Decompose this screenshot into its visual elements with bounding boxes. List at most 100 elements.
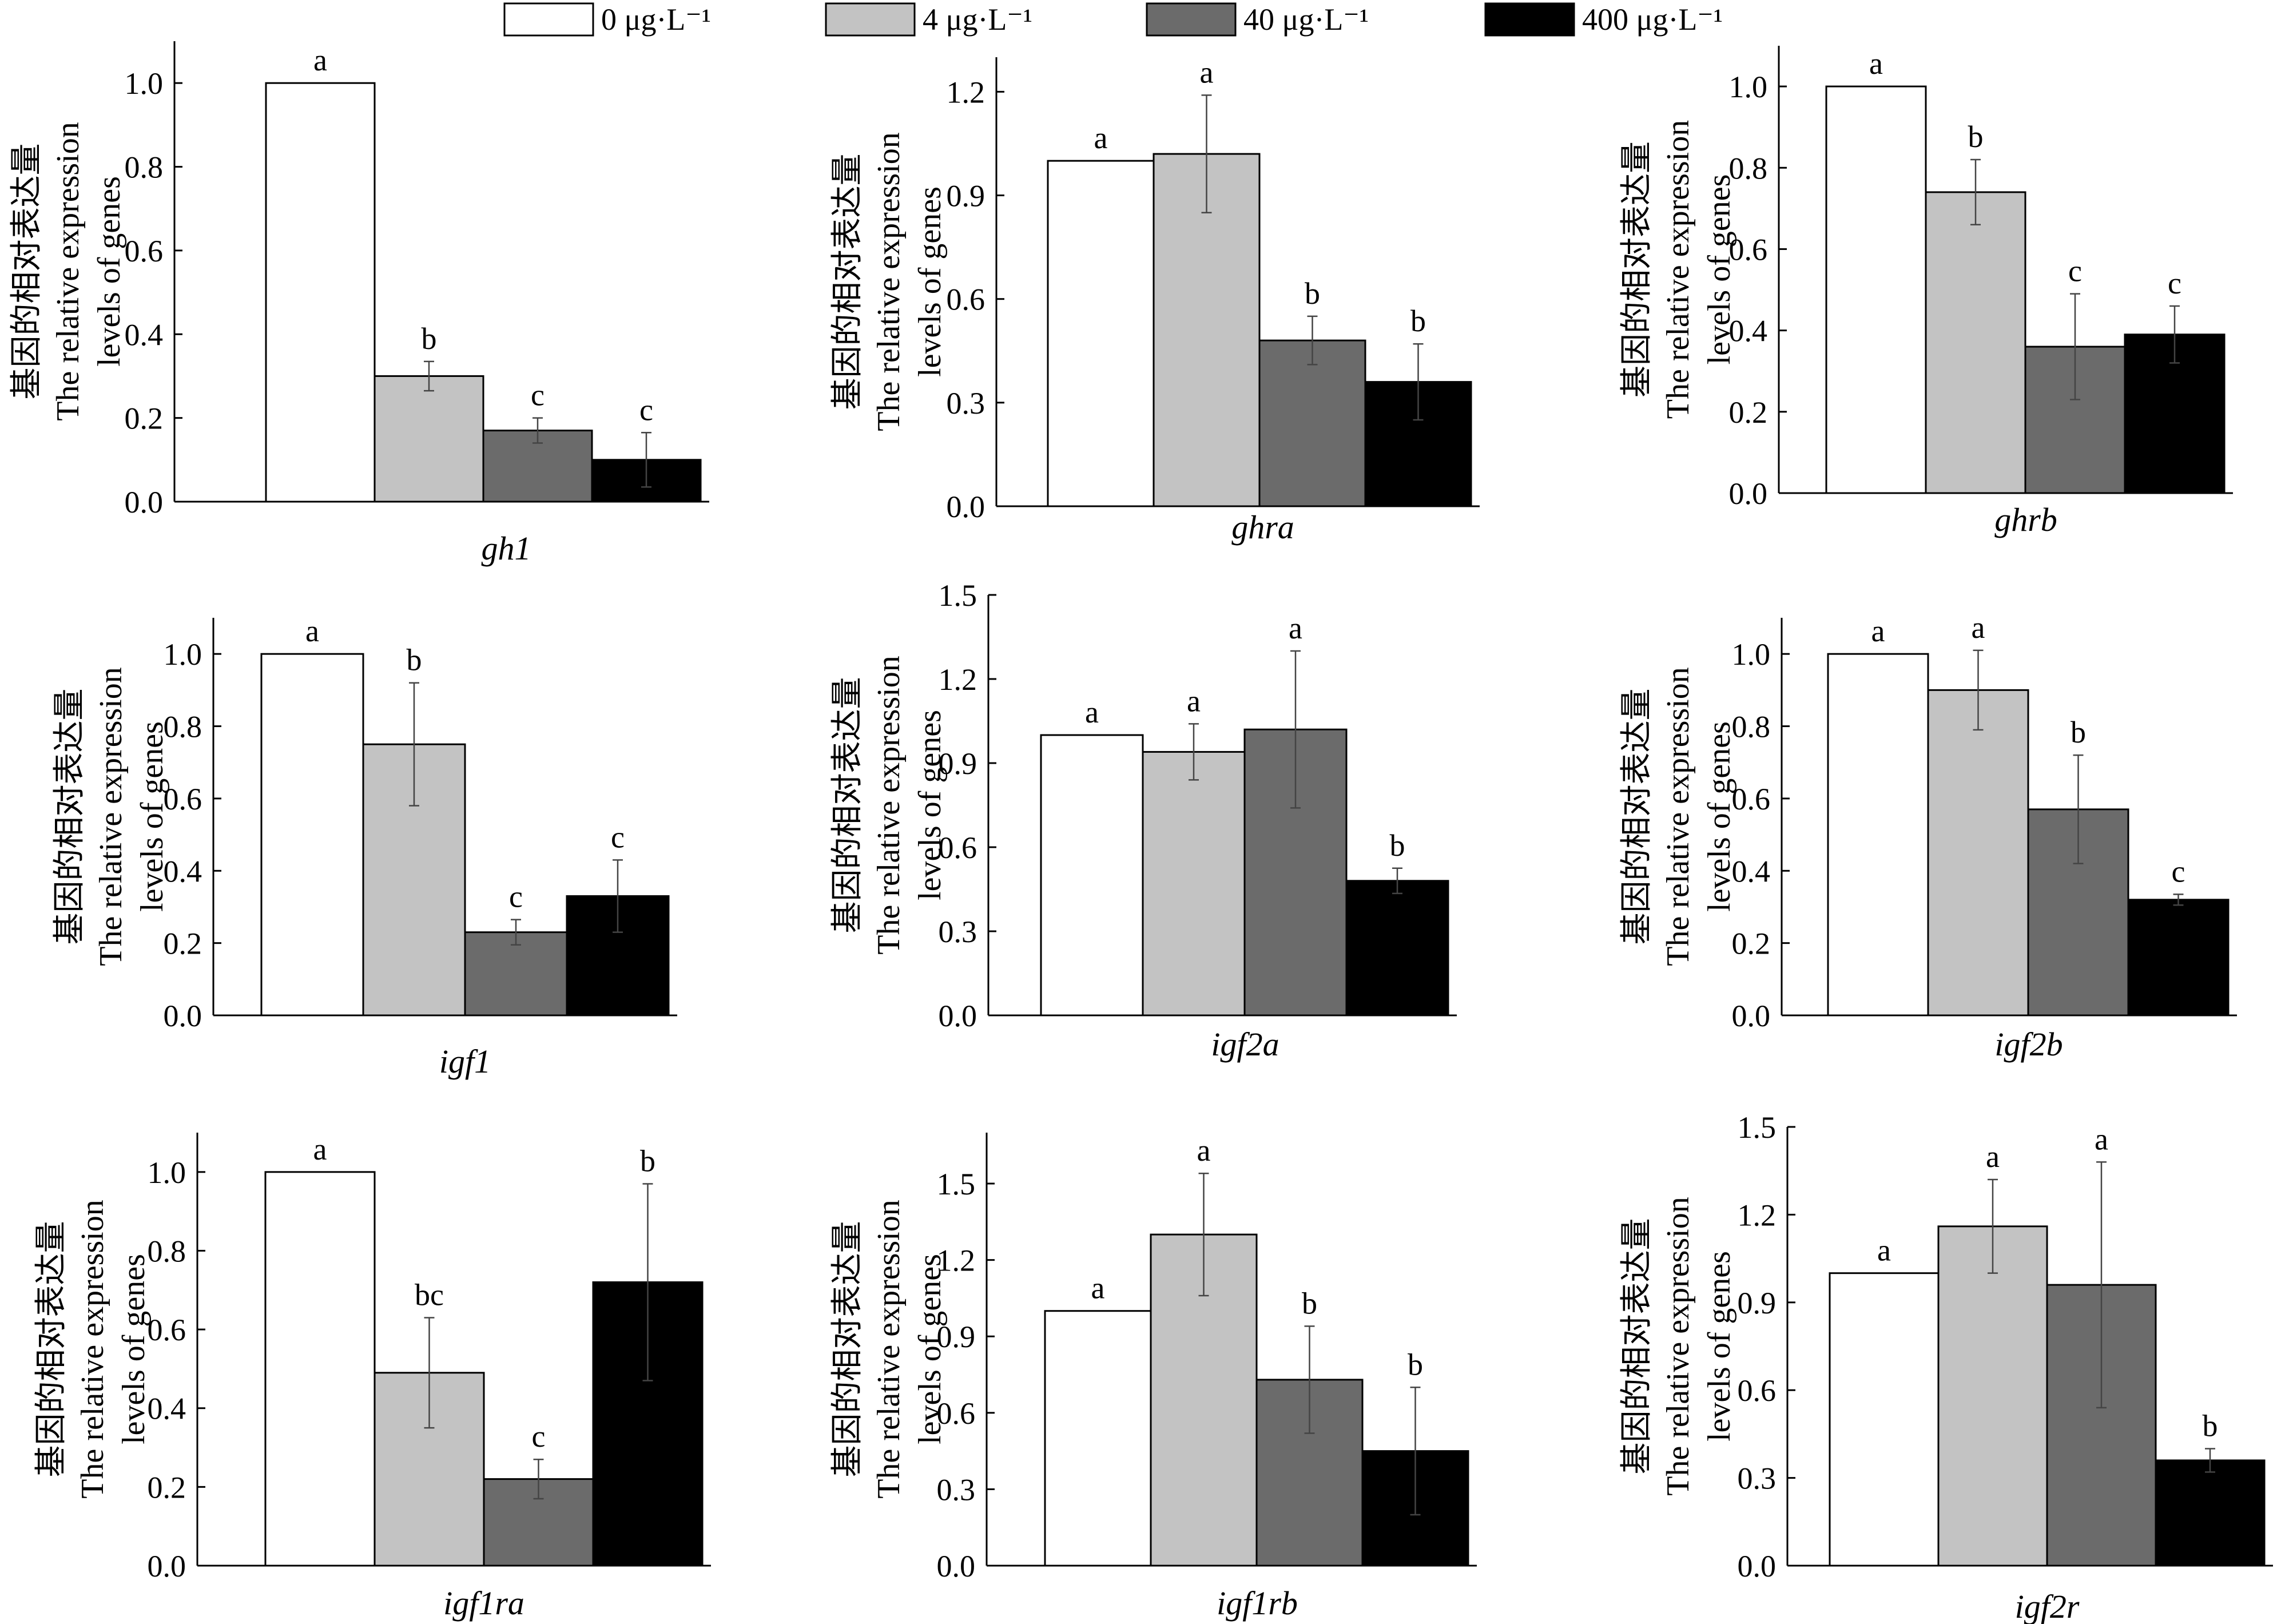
y-tick-label: 0.4 xyxy=(148,1392,186,1426)
y-tick-label: 0.0 xyxy=(1732,999,1771,1033)
y-axis-label-line: 基因的相对表达量 xyxy=(52,689,88,945)
significance-letter: a xyxy=(1187,684,1201,718)
significance-letter: a xyxy=(313,43,327,77)
significance-letter: a xyxy=(1869,46,1883,81)
bar xyxy=(2127,899,2230,1017)
y-tick-label: 1.2 xyxy=(1738,1198,1777,1232)
y-axis-label: 基因的相对表达量 The relative expression levels of… xyxy=(9,122,127,420)
y-tick-label: 0.3 xyxy=(939,915,977,949)
gene-label: ghrb xyxy=(1994,501,2057,538)
y-axis-label-line: The relative expression xyxy=(1660,1197,1696,1495)
y-axis-label-line: levels of genes xyxy=(92,176,127,367)
bar xyxy=(1927,689,2029,1017)
legend-item: 4 μg·L⁻¹ xyxy=(825,2,1032,37)
significance-letter: c xyxy=(639,392,653,427)
chart-panel-igf1rb: 0.0 0.3 0.6 0.9 1.2 1.5 a a b b igf1rb 基因的相对表达量 The … xyxy=(830,1133,1477,1622)
y-tick-label: 0.9 xyxy=(1738,1286,1777,1320)
y-tick-label: 0.6 xyxy=(939,831,977,865)
significance-letter: a xyxy=(1200,55,1214,89)
gene-label: igf1ra xyxy=(443,1585,524,1622)
bar xyxy=(2155,1459,2266,1567)
y-tick-label: 0.0 xyxy=(125,485,164,519)
y-axis-label-line: 基因的相对表达量 xyxy=(1619,141,1655,398)
chart-panel-gh1: 0.0 0.2 0.4 0.6 0.8 1.0 a b c c gh1 基因的相对表达量 The rel… xyxy=(9,41,709,567)
legend-label: 40 μg·L⁻¹ xyxy=(1243,2,1369,37)
y-axis-label-line: 基因的相对表达量 xyxy=(830,677,865,934)
y-tick-label: 0.0 xyxy=(1738,1549,1777,1583)
significance-letter: c xyxy=(509,880,523,914)
y-axis-label-line: levels of genes xyxy=(912,1254,948,1444)
bar xyxy=(1040,734,1144,1017)
significance-letter: b xyxy=(1305,276,1320,311)
y-tick-label: 0.8 xyxy=(148,1234,186,1268)
significance-letter: a xyxy=(2095,1122,2108,1156)
bar xyxy=(1937,1225,2048,1567)
significance-letter: b xyxy=(1302,1286,1317,1320)
significance-letter: c xyxy=(532,1419,546,1454)
significance-letter: a xyxy=(305,614,319,648)
y-tick-label: 1.0 xyxy=(125,66,164,101)
y-tick-label: 0.6 xyxy=(164,782,202,816)
significance-letter: b xyxy=(407,643,422,677)
significance-letter: c xyxy=(611,820,625,854)
gene-label: igf2b xyxy=(1994,1026,2063,1063)
legend-label: 400 μg·L⁻¹ xyxy=(1582,2,1723,37)
y-tick-label: 0.8 xyxy=(1732,710,1771,744)
chart-panel-igf2a: 0.0 0.3 0.6 0.9 1.2 1.5 a a a b igf2a 基因的相对表达量 The r… xyxy=(830,578,1457,1063)
y-tick-label: 0.0 xyxy=(164,999,202,1033)
y-tick-label: 0.6 xyxy=(1732,782,1771,816)
legend-item: 40 μg·L⁻¹ xyxy=(1146,2,1369,37)
significance-letter: a xyxy=(1986,1139,2000,1174)
y-tick-label: 0.2 xyxy=(1729,395,1768,430)
y-axis-label-line: levels of genes xyxy=(116,1254,152,1444)
y-tick-label: 0.0 xyxy=(939,999,977,1033)
y-axis-label: 基因的相对表达量 The relative expression levels of… xyxy=(1619,667,1737,966)
y-axis-label-line: 基因的相对表达量 xyxy=(830,154,865,410)
y-axis-label-line: The relative expression xyxy=(93,667,129,966)
chart-panel-igf2r: 0.0 0.3 0.6 0.9 1.2 1.5 a a a b igf2r 基因的相对表达量 The r… xyxy=(1619,1110,2273,1624)
significance-letter: c xyxy=(2068,254,2082,288)
y-axis-label-line: The relative expression xyxy=(871,132,907,431)
y-tick-label: 0.6 xyxy=(1738,1373,1777,1408)
y-axis-label-line: levels of genes xyxy=(1702,1251,1737,1442)
y-axis-label: 基因的相对表达量 The relative expression levels of… xyxy=(1619,120,1737,419)
gene-label: gh1 xyxy=(482,530,531,567)
gene-label: igf2r xyxy=(2015,1588,2080,1624)
y-tick-label: 1.0 xyxy=(1732,637,1771,672)
y-tick-label: 1.2 xyxy=(937,1244,976,1278)
significance-letter: b xyxy=(2203,1408,2218,1443)
chart-panel-igf1: 0.0 0.2 0.4 0.6 0.8 1.0 a b c c igf1 基因的相对表达量 The re… xyxy=(52,614,677,1080)
y-tick-label: 0.8 xyxy=(164,710,202,744)
y-tick-label: 0.3 xyxy=(947,386,985,420)
y-tick-label: 0.4 xyxy=(125,317,164,352)
significance-letter: b xyxy=(1968,120,1984,154)
gene-label: igf1 xyxy=(439,1043,491,1080)
legend-swatch xyxy=(825,2,916,37)
y-tick-label: 1.0 xyxy=(148,1156,186,1190)
y-axis-label-line: 基因的相对表达量 xyxy=(34,1221,69,1478)
legend-swatch xyxy=(1484,2,1575,37)
y-axis-label-line: 基因的相对表达量 xyxy=(830,1221,865,1478)
bar xyxy=(260,653,364,1017)
y-tick-label: 1.5 xyxy=(1738,1110,1777,1145)
bar xyxy=(264,1171,376,1567)
chart-panel-igf2b: 0.0 0.2 0.4 0.6 0.8 1.0 a a b c igf2b 基因的相对表达量 The r… xyxy=(1619,610,2237,1063)
chart-panel-ghra: 0.0 0.3 0.6 0.9 1.2 a a b b ghra 基因的相对表达量 The relat… xyxy=(830,55,1480,546)
significance-letter: c xyxy=(2168,266,2181,300)
significance-letter: a xyxy=(313,1132,327,1166)
y-tick-label: 1.2 xyxy=(939,662,977,697)
y-tick-label: 0.2 xyxy=(164,927,202,961)
y-axis-label-line: The relative expression xyxy=(1660,120,1696,419)
significance-letter: b xyxy=(1408,1347,1423,1381)
significance-letter: b xyxy=(1410,304,1426,338)
significance-letter: c xyxy=(531,378,545,412)
bar xyxy=(373,375,484,503)
y-tick-label: 0.2 xyxy=(1732,927,1771,961)
y-tick-label: 0.2 xyxy=(148,1470,186,1504)
y-tick-label: 1.0 xyxy=(1729,70,1768,104)
y-tick-label: 0.0 xyxy=(148,1549,186,1583)
y-axis-label-line: 基因的相对表达量 xyxy=(1619,1218,1655,1475)
y-axis-label: 基因的相对表达量 The relative expression levels of… xyxy=(830,132,948,431)
y-tick-label: 0.9 xyxy=(947,179,985,213)
legend: 0 μg·L⁻¹ 4 μg·L⁻¹ 40 μg·L⁻¹ 400 μg·L⁻¹ xyxy=(503,2,1723,37)
